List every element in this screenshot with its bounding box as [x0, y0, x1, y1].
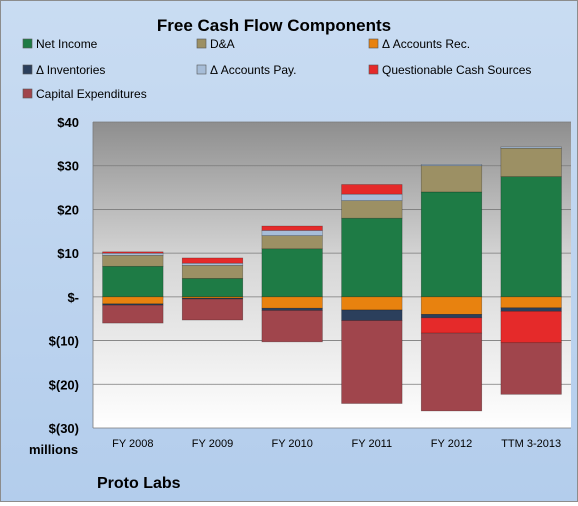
gridlines — [93, 121, 571, 429]
bar-delta-accounts-rec-fy-2010 — [261, 296, 323, 309]
y-tick-label: $10 — [57, 246, 79, 261]
bar-delta-accounts-pay-fy-2011 — [341, 193, 403, 201]
bar-delta-accounts-rec-fy-2011 — [341, 296, 403, 311]
bar-net-income-ttm-3-2013 — [500, 176, 562, 298]
company-label: Proto Labs — [97, 475, 181, 492]
y-tick-label: $20 — [57, 202, 79, 217]
x-tick-label-fy-2012: FY 2012 — [431, 438, 472, 450]
bar-d-a-fy-2009 — [181, 265, 244, 279]
bar-delta-accounts-pay-ttm-3-2013 — [500, 146, 562, 149]
legend-swatch-questionable-cash-sources — [368, 64, 379, 75]
bar-net-income-fy-2011 — [341, 217, 403, 298]
bar-questionable-cash-sources-fy-2012 — [420, 317, 483, 334]
bar-net-income-fy-2008 — [102, 265, 164, 298]
bar-capital-expenditures-fy-2009 — [181, 298, 244, 321]
bar-capital-expenditures-fy-2010 — [261, 310, 323, 343]
bar-capital-expenditures-ttm-3-2013 — [500, 342, 562, 395]
x-tick-label-fy-2008: FY 2008 — [112, 438, 153, 450]
bar-questionable-cash-sources-fy-2008 — [102, 251, 164, 254]
bar-net-income-fy-2012 — [420, 191, 483, 298]
bars — [102, 146, 562, 412]
bar-delta-accounts-pay-fy-2008 — [102, 252, 164, 256]
bar-questionable-cash-sources-ttm-3-2013 — [500, 310, 562, 344]
bar-delta-accounts-rec-fy-2012 — [420, 296, 483, 315]
bar-delta-inventories-fy-2011 — [341, 309, 403, 321]
legend-label-delta-accounts-rec: Δ Accounts Rec. — [382, 37, 470, 51]
legend-swatch-delta-inventories — [22, 64, 33, 75]
x-tick-label-fy-2010: FY 2010 — [271, 438, 312, 450]
legend-swatch-d-a — [196, 38, 207, 49]
bar-d-a-fy-2012 — [420, 165, 483, 193]
x-tick-label-ttm-3-2013: TTM 3-2013 — [501, 438, 561, 450]
y-tick-label: $(20) — [49, 377, 79, 392]
bar-d-a-fy-2010 — [261, 235, 323, 250]
bar-d-a-ttm-3-2013 — [500, 147, 562, 177]
plot-area — [93, 122, 571, 428]
legend-swatch-capital-expenditures — [22, 88, 33, 99]
legend-swatch-net-income — [22, 38, 33, 49]
bar-questionable-cash-sources-fy-2009 — [181, 257, 244, 264]
bar-delta-inventories-ttm-3-2013 — [500, 307, 562, 312]
bar-delta-accounts-pay-fy-2009 — [181, 262, 244, 266]
bar-delta-inventories-fy-2012 — [420, 314, 483, 319]
bar-net-income-fy-2010 — [261, 248, 323, 298]
bar-capital-expenditures-fy-2011 — [341, 320, 403, 404]
bar-delta-accounts-rec-fy-2008 — [102, 296, 164, 305]
y-tick-label: $40 — [57, 115, 79, 130]
bar-delta-inventories-fy-2010 — [261, 307, 323, 311]
legend-label-delta-accounts-pay: Δ Accounts Pay. — [210, 63, 297, 77]
bar-capital-expenditures-fy-2012 — [420, 332, 483, 412]
bar-questionable-cash-sources-fy-2011 — [341, 184, 403, 195]
y-tick-label: $30 — [57, 159, 79, 174]
x-tick-label-fy-2011: FY 2011 — [352, 438, 393, 450]
chart-title: Free Cash Flow Components — [157, 16, 391, 35]
legend: Net Income D&A Δ Accounts Rec. Δ Inventorie… — [22, 37, 531, 101]
bar-delta-accounts-pay-fy-2010 — [261, 230, 323, 236]
bar-questionable-cash-sources-fy-2010 — [261, 225, 323, 231]
bar-capital-expenditures-fy-2008 — [102, 304, 164, 324]
x-tick-label-fy-2009: FY 2009 — [192, 438, 233, 450]
y-tick-label: $(30) — [49, 421, 79, 436]
bar-delta-accounts-rec-ttm-3-2013 — [500, 296, 562, 309]
bar-d-a-fy-2011 — [341, 200, 403, 219]
legend-label-questionable-cash-sources: Questionable Cash Sources — [382, 63, 531, 77]
bar-net-income-fy-2009 — [181, 278, 244, 298]
units-label: millions — [29, 442, 78, 457]
legend-swatch-delta-accounts-pay — [196, 64, 207, 75]
bar-delta-accounts-pay-fy-2012 — [420, 164, 483, 167]
legend-label-net-income: Net Income — [36, 37, 98, 51]
x-axis: FY 2008 FY 2009 FY 2010 FY 2011 FY 2012 TTM 3… — [112, 438, 561, 450]
legend-label-delta-inventories: Δ Inventories — [36, 63, 105, 77]
legend-label-d-a: D&A — [210, 37, 235, 51]
y-axis: $40 $30 $20 $10 $- $(10) $(20) $(30) — [49, 115, 94, 436]
y-tick-label: $(10) — [49, 334, 79, 349]
bar-d-a-fy-2008 — [102, 255, 164, 267]
y-tick-label: $- — [67, 290, 79, 305]
legend-swatch-delta-accounts-rec — [368, 38, 379, 49]
legend-label-capital-expenditures: Capital Expenditures — [36, 87, 147, 101]
